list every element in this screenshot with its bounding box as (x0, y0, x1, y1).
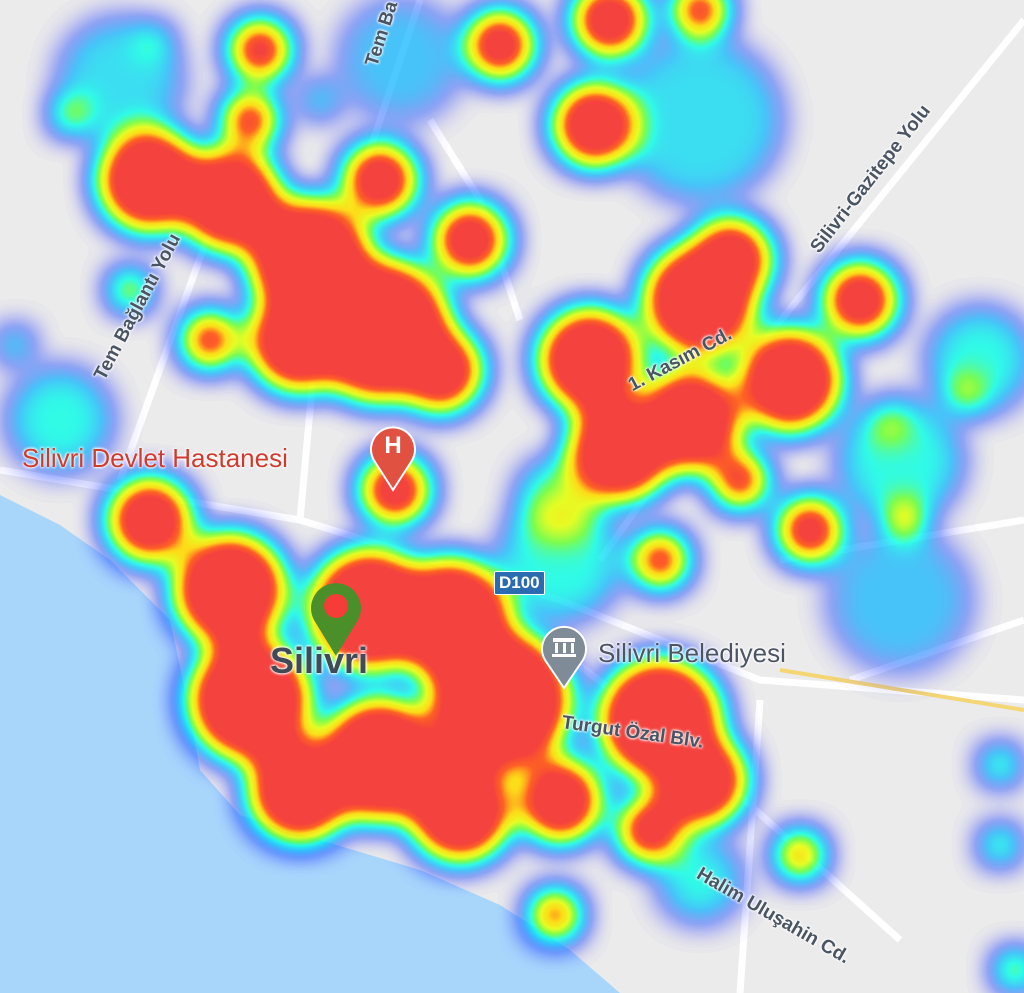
heat-point (740, 330, 840, 430)
heat-point (340, 0, 460, 120)
heat-point (10, 370, 110, 470)
heat-point (640, 370, 740, 470)
heat-point (60, 20, 180, 140)
heat-point (115, 275, 145, 305)
heat-point (825, 265, 895, 335)
heat-point (520, 760, 600, 840)
heat-point (435, 205, 505, 275)
heat-point (100, 130, 200, 230)
heat-point (620, 40, 780, 200)
heat-point (232, 22, 288, 78)
heat-point (660, 840, 740, 920)
heat-point (410, 760, 510, 860)
heat-point (986, 831, 1014, 859)
heat-point (185, 315, 235, 365)
heat-point (363, 458, 427, 522)
hospital-label[interactable]: Silivri Devlet Hastanesi (22, 443, 288, 473)
heat-point (468, 13, 532, 77)
heat-point (635, 535, 685, 585)
heat-point (180, 150, 280, 250)
heat-point (1001, 956, 1024, 984)
heat-point (780, 835, 820, 875)
heat-point (555, 85, 635, 165)
heat-point (400, 330, 480, 410)
heat-point (715, 455, 765, 505)
heat-point (930, 310, 1024, 410)
heat-point (675, 0, 725, 35)
heat-point (986, 751, 1014, 779)
heat-point (225, 95, 275, 145)
heat-point (190, 640, 310, 760)
heat-point (655, 735, 745, 825)
heat-point (620, 800, 680, 860)
heat-point (780, 500, 840, 560)
municipality-label[interactable]: Silivri Belediyesi (598, 638, 786, 668)
highway-shield-d100: D100 (494, 571, 545, 595)
heat-point (110, 480, 190, 560)
heat-point (250, 290, 350, 390)
sea (0, 495, 620, 993)
heat-point (430, 630, 570, 770)
heat-point (840, 400, 960, 520)
heat-point (308, 88, 332, 112)
heat-point (830, 530, 970, 670)
heat-point (540, 310, 640, 410)
heat-point (690, 220, 770, 300)
heat-point (175, 535, 285, 645)
heat-point (575, 0, 645, 55)
heat-point (250, 740, 350, 840)
town-label[interactable]: Silivri (270, 640, 369, 681)
heat-point (533, 893, 577, 937)
heat-point (345, 145, 415, 215)
heat-point (3, 333, 27, 357)
heat-point (520, 460, 600, 540)
